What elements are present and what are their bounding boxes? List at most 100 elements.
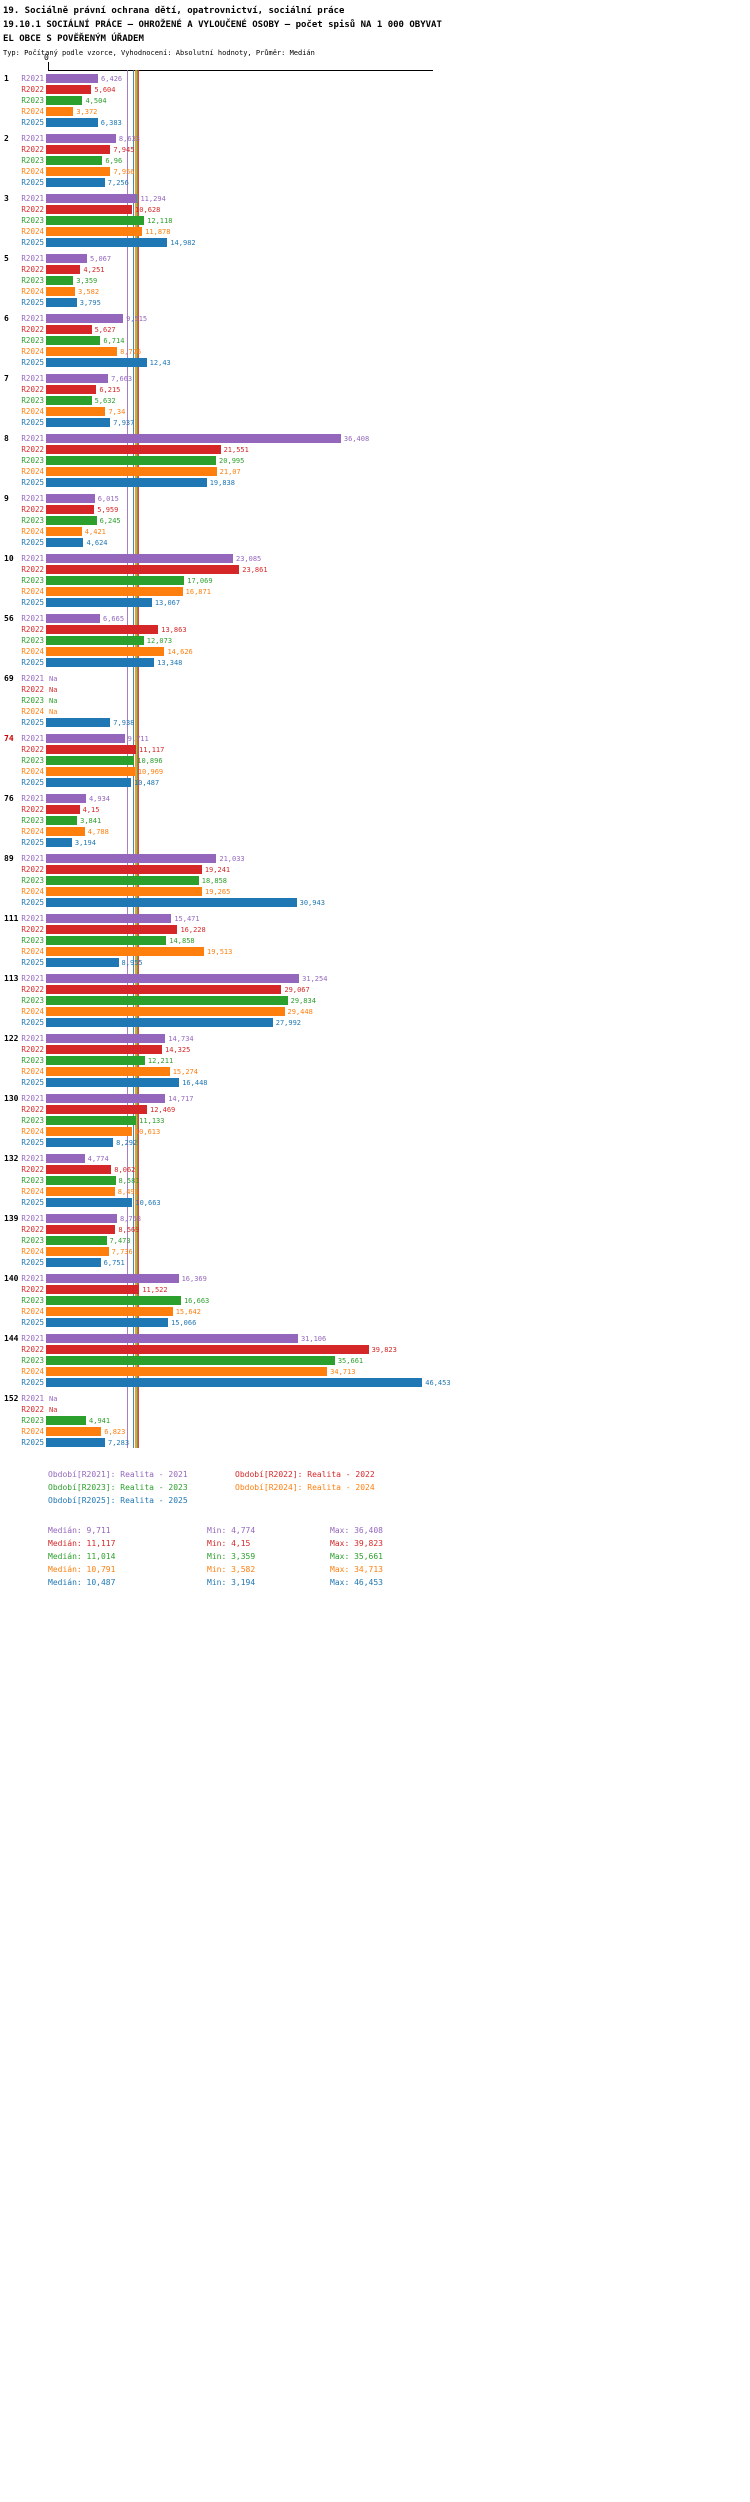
- bar-row: R2021 14,734: [0, 1033, 451, 1044]
- series-label: R2021: [21, 1154, 44, 1163]
- bar: [46, 636, 144, 645]
- bar-row: R2022 8,062: [0, 1164, 451, 1175]
- series-label: R2021: [21, 674, 44, 683]
- bar: [46, 936, 167, 945]
- bar-value-label: 6,426: [101, 74, 123, 83]
- series-label: R2024: [21, 947, 44, 956]
- series-label: R2025: [21, 178, 44, 187]
- bar-row: R2024 4,788: [0, 826, 451, 837]
- bar: [46, 1225, 116, 1234]
- bar-value-label: 6,823: [104, 1427, 126, 1436]
- bar: [46, 576, 185, 585]
- series-label: R2025: [21, 1198, 44, 1207]
- bar: [46, 407, 106, 416]
- stats-row: Medián: 11,117 Min: 4,15 Max: 39,823: [48, 1537, 383, 1550]
- bar: [46, 854, 217, 863]
- bar-row: R2022 13,863: [0, 624, 451, 635]
- bar-value-label: 10,969: [137, 767, 164, 776]
- series-label: R2025: [21, 538, 44, 547]
- series-label: R2022: [21, 985, 44, 994]
- series-label: R2024: [21, 1247, 44, 1256]
- bar-value-label: 6,96: [105, 156, 123, 165]
- series-label: R2024: [21, 827, 44, 836]
- bar-row: R2022 19,241: [0, 864, 451, 875]
- group-id-label: 89: [4, 854, 14, 863]
- series-label: R2024: [21, 1427, 44, 1436]
- bar-row: R2023 12,118: [0, 215, 451, 226]
- series-label: R2025: [21, 238, 44, 247]
- series-label: R2024: [21, 1067, 44, 1076]
- bar-value-label: 10,663: [135, 1198, 161, 1207]
- group-id-label: 56: [4, 614, 14, 623]
- bar-value-label: 16,871: [185, 587, 211, 596]
- bar-value-label: 9,515: [126, 314, 148, 323]
- series-label: R2023: [21, 996, 44, 1005]
- bar-group: 10 R2021 23,085 R2022 23,861 R2023 17,069 R2024…: [0, 553, 451, 608]
- bar: [46, 467, 217, 476]
- bar-value-label: 8,062: [114, 1165, 136, 1174]
- series-label: R2024: [21, 1187, 44, 1196]
- series-label: R2021: [21, 1034, 44, 1043]
- series-label: R2021: [21, 314, 44, 323]
- stat-min: Min: 4,774: [207, 1526, 256, 1535]
- series-label: R2024: [21, 407, 44, 416]
- bar-row: R2024 19,513: [0, 946, 451, 957]
- bar-row: R2022 12,469: [0, 1104, 451, 1115]
- bar-value-label: 17,069: [187, 576, 213, 585]
- series-label: R2024: [21, 1127, 44, 1136]
- bar-row: R2025 27,992: [0, 1017, 451, 1028]
- bar-row: R2022 Na: [0, 1404, 451, 1415]
- bar-value-label: 8,955: [121, 958, 143, 967]
- bar: [46, 887, 203, 896]
- series-label: R2021: [21, 74, 44, 83]
- series-label: R2023: [21, 1056, 44, 1065]
- bar-value-label: 4,251: [83, 265, 105, 274]
- series-label: R2025: [21, 298, 44, 307]
- bar: [46, 107, 74, 116]
- bar-value-label: 5,627: [94, 325, 116, 334]
- bar-value-label: 14,858: [169, 936, 195, 945]
- series-label: R2023: [21, 816, 44, 825]
- series-label: R2025: [21, 598, 44, 607]
- series-label: R2024: [21, 587, 44, 596]
- bar-row: R2024 10,613: [0, 1126, 451, 1137]
- series-label: R2023: [21, 156, 44, 165]
- bar-value-label: 9,711: [127, 734, 149, 743]
- na-label: Na: [49, 1394, 58, 1403]
- bar-row: R2024 10,969: [0, 766, 451, 777]
- series-label: R2025: [21, 898, 44, 907]
- bar-row: R2023 12,211: [0, 1055, 451, 1066]
- bar: [46, 276, 74, 285]
- series-label: R2024: [21, 347, 44, 356]
- bar: [46, 598, 152, 607]
- series-label: R2024: [21, 167, 44, 176]
- bar-value-label: 4,504: [85, 96, 107, 105]
- bar: [46, 516, 97, 525]
- bar-row: R2025 6,383: [0, 117, 451, 128]
- bar-value-label: 11,117: [139, 745, 165, 754]
- bar-row: R2024 Na: [0, 706, 451, 717]
- bar-row: R2021 7,663: [0, 373, 451, 384]
- series-label: R2021: [21, 1274, 44, 1283]
- bar-row: R2021 6,426: [0, 73, 451, 84]
- bar-row: R2021 11,294: [0, 193, 451, 204]
- series-label: R2021: [21, 134, 44, 143]
- group-id-label: 74: [4, 734, 14, 743]
- bar-row: R2025 10,663: [0, 1197, 451, 1208]
- bar-group: 9 R2021 6,015 R2022 5,959 R2023 6,245 R2024 4,42…: [0, 493, 451, 548]
- bar-row: R2023 12,073: [0, 635, 451, 646]
- group-id-label: 76: [4, 794, 14, 803]
- report-subtitle: Typ: Počítaný podle vzorce, Vyhodnocení:…: [3, 49, 315, 57]
- series-label: R2023: [21, 456, 44, 465]
- bar: [46, 1258, 101, 1267]
- bar-row: R2022 14,325: [0, 1044, 451, 1055]
- bar-row: R2021 9,711: [0, 733, 451, 744]
- bar: [46, 974, 300, 983]
- series-label: R2022: [21, 1225, 44, 1234]
- bar: [46, 1214, 117, 1223]
- bar: [46, 1056, 145, 1065]
- stat-median: Medián: 9,711: [48, 1526, 111, 1535]
- series-label: R2021: [21, 494, 44, 503]
- bar-group: 122 R2021 14,734 R2022 14,325 R2023 12,211 R202…: [0, 1033, 451, 1088]
- bar-row: R2024 4,421: [0, 526, 451, 537]
